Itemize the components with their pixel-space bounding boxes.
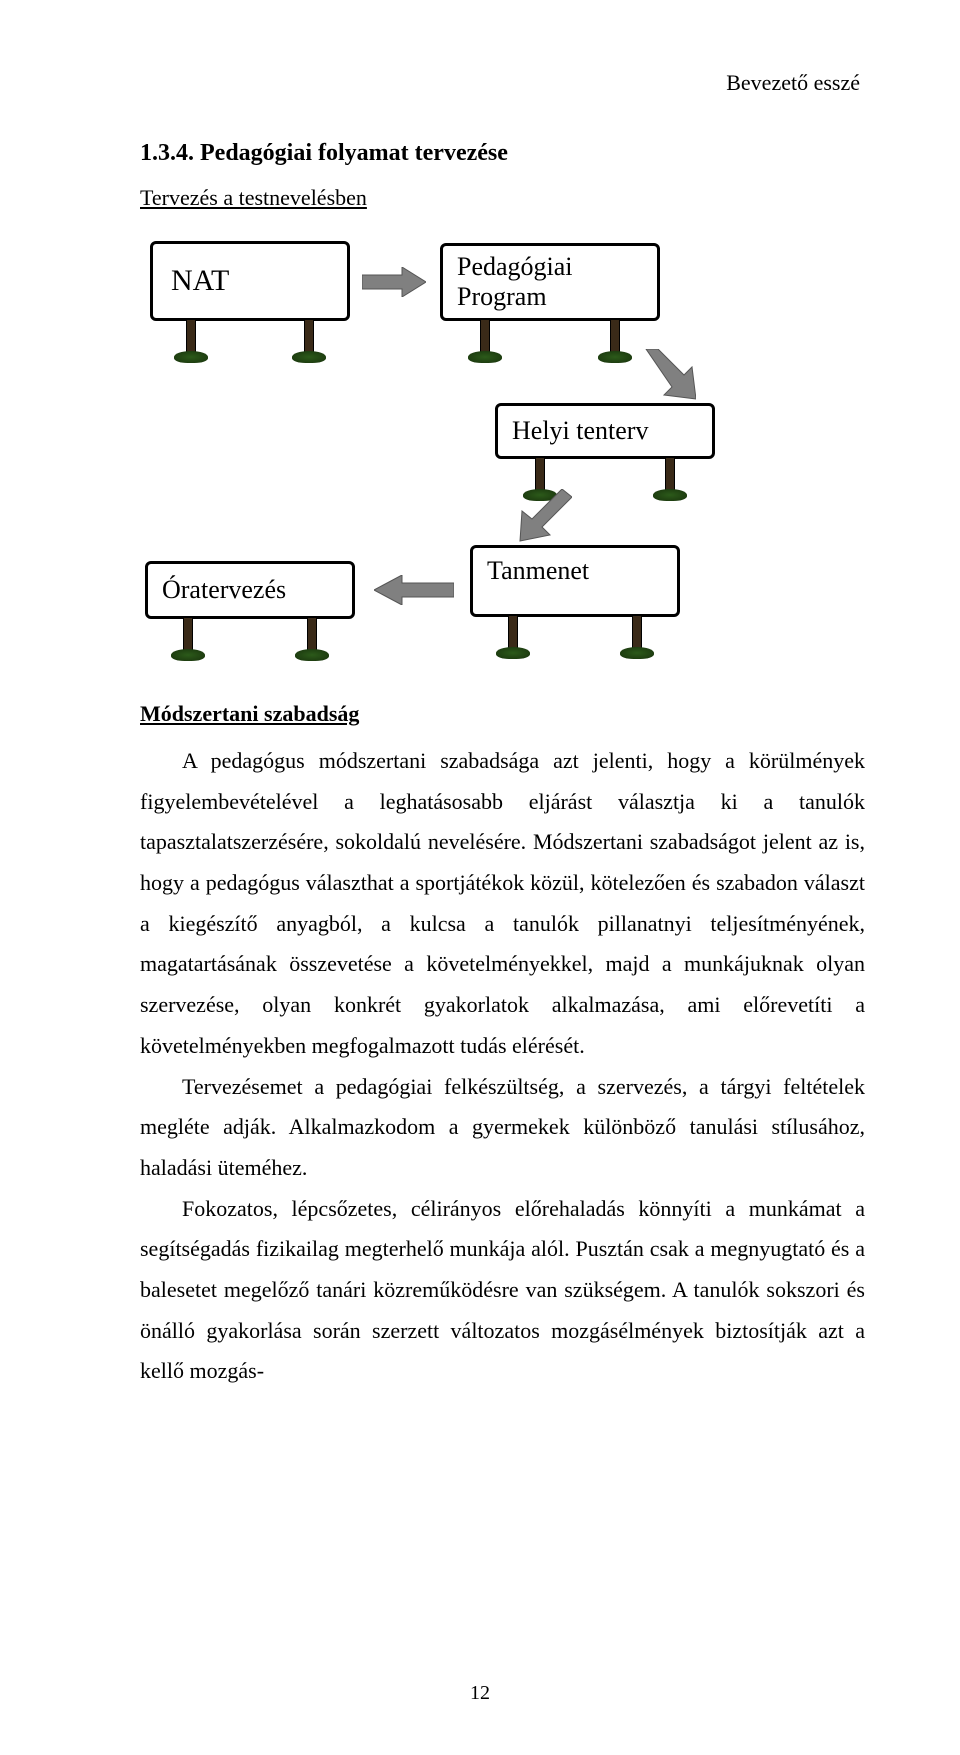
subheading-modszertani: Módszertani szabadság [140,701,865,727]
node-nat-label: NAT [171,264,229,298]
section-title: 1.3.4. Pedagógiai folyamat tervezése [140,140,865,167]
arrow-tanmenet-to-oraterv [374,575,454,605]
paragraph-2: Tervezésemet a pedagógiai felkészültség,… [140,1067,865,1189]
page-number: 12 [0,1682,960,1705]
arrow-nat-to-pedprog [362,267,426,297]
node-ped-program: Pedagógiai Program [440,243,660,361]
node-nat: NAT [150,241,350,361]
flow-diagram: NAT Pedagógiai Program Helyi tenterv Tan… [140,231,860,671]
node-oratervezes-label: Óratervezés [162,575,286,605]
section-subtitle: Tervezés a testnevelésben [140,185,865,211]
node-tanmenet: Tanmenet [470,545,680,657]
arrow-helyi-to-tanmenet [518,489,572,543]
paragraph-1: A pedagógus módszertani szabadsága azt j… [140,741,865,1067]
running-header: Bevezető esszé [726,70,860,96]
paragraph-3: Fokozatos, lépcsőzetes, célirányos előre… [140,1189,865,1392]
node-helyi: Helyi tenterv [495,403,715,499]
node-helyi-label: Helyi tenterv [512,416,648,446]
node-ped-program-l1: Pedagógiai [457,252,573,282]
node-ped-program-l2: Program [457,282,547,312]
node-oratervezes: Óratervezés [145,561,355,659]
arrow-pedprog-to-helyi [640,349,696,405]
node-tanmenet-label: Tanmenet [487,556,589,586]
